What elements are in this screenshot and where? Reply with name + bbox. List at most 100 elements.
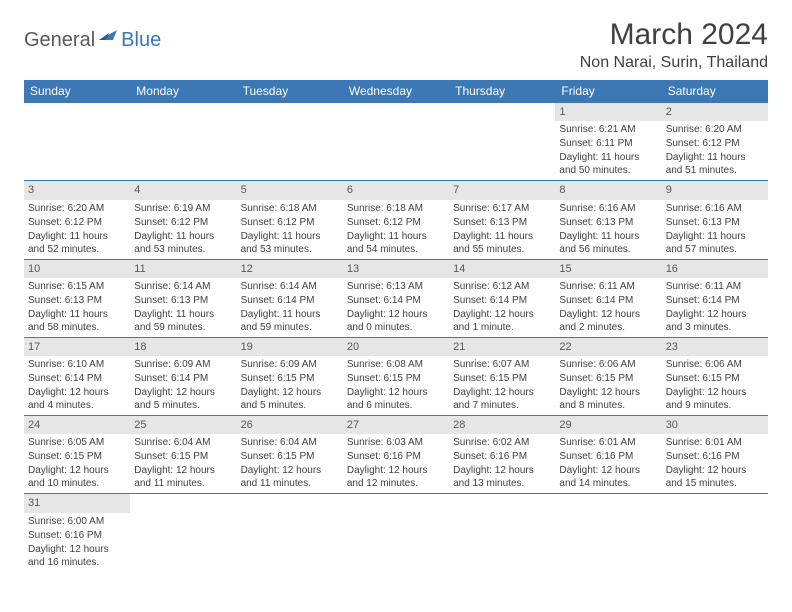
sunrise-text: Sunrise: 6:04 AM xyxy=(241,436,339,449)
location: Non Narai, Surin, Thailand xyxy=(580,54,768,72)
calendar-cell: 27Sunrise: 6:03 AMSunset: 6:16 PMDayligh… xyxy=(343,416,449,494)
logo: General Blue xyxy=(24,18,161,53)
sunset-text: Sunset: 6:13 PM xyxy=(134,294,232,307)
day-content: Sunrise: 6:14 AMSunset: 6:13 PMDaylight:… xyxy=(130,278,236,337)
calendar-row: 17Sunrise: 6:10 AMSunset: 6:14 PMDayligh… xyxy=(24,337,768,415)
day-number: 20 xyxy=(343,338,449,356)
calendar-cell: 17Sunrise: 6:10 AMSunset: 6:14 PMDayligh… xyxy=(24,337,130,415)
sunrise-text: Sunrise: 6:09 AM xyxy=(134,358,232,371)
day-number xyxy=(237,103,343,121)
calendar-row: 24Sunrise: 6:05 AMSunset: 6:15 PMDayligh… xyxy=(24,416,768,494)
daylight-text: Daylight: 12 hours and 0 minutes. xyxy=(347,308,445,334)
day-content: Sunrise: 6:16 AMSunset: 6:13 PMDaylight:… xyxy=(555,200,661,259)
logo-text-blue: Blue xyxy=(121,29,161,52)
day-number: 24 xyxy=(24,416,130,434)
calendar-cell: 7Sunrise: 6:17 AMSunset: 6:13 PMDaylight… xyxy=(449,181,555,259)
day-number: 31 xyxy=(24,494,130,512)
calendar-body: 1Sunrise: 6:21 AMSunset: 6:11 PMDaylight… xyxy=(24,103,768,572)
day-content: Sunrise: 6:01 AMSunset: 6:16 PMDaylight:… xyxy=(555,434,661,493)
day-number: 16 xyxy=(662,260,768,278)
weekday-header: Sunday xyxy=(24,80,130,103)
day-content: Sunrise: 6:11 AMSunset: 6:14 PMDaylight:… xyxy=(555,278,661,337)
sunset-text: Sunset: 6:14 PM xyxy=(134,372,232,385)
calendar-cell xyxy=(24,103,130,181)
day-content: Sunrise: 6:08 AMSunset: 6:15 PMDaylight:… xyxy=(343,356,449,415)
day-number xyxy=(130,103,236,121)
sunrise-text: Sunrise: 6:04 AM xyxy=(134,436,232,449)
title-block: March 2024 Non Narai, Surin, Thailand xyxy=(580,18,768,72)
daylight-text: Daylight: 12 hours and 5 minutes. xyxy=(241,386,339,412)
calendar-cell xyxy=(343,494,449,572)
calendar-cell: 31Sunrise: 6:00 AMSunset: 6:16 PMDayligh… xyxy=(24,494,130,572)
day-number: 22 xyxy=(555,338,661,356)
calendar-cell xyxy=(237,494,343,572)
sunrise-text: Sunrise: 6:12 AM xyxy=(453,280,551,293)
day-content: Sunrise: 6:10 AMSunset: 6:14 PMDaylight:… xyxy=(24,356,130,415)
day-number: 21 xyxy=(449,338,555,356)
sunset-text: Sunset: 6:16 PM xyxy=(559,450,657,463)
day-number: 2 xyxy=(662,103,768,121)
day-number: 5 xyxy=(237,181,343,199)
sunrise-text: Sunrise: 6:15 AM xyxy=(28,280,126,293)
daylight-text: Daylight: 12 hours and 5 minutes. xyxy=(134,386,232,412)
flag-icon xyxy=(99,28,119,47)
sunset-text: Sunset: 6:15 PM xyxy=(453,372,551,385)
calendar-cell: 2Sunrise: 6:20 AMSunset: 6:12 PMDaylight… xyxy=(662,103,768,181)
sunrise-text: Sunrise: 6:07 AM xyxy=(453,358,551,371)
day-number: 14 xyxy=(449,260,555,278)
sunset-text: Sunset: 6:14 PM xyxy=(666,294,764,307)
day-content: Sunrise: 6:05 AMSunset: 6:15 PMDaylight:… xyxy=(24,434,130,493)
day-number xyxy=(449,103,555,121)
weekday-header: Thursday xyxy=(449,80,555,103)
day-number: 28 xyxy=(449,416,555,434)
sunrise-text: Sunrise: 6:21 AM xyxy=(559,123,657,136)
calendar-cell xyxy=(237,103,343,181)
sunset-text: Sunset: 6:12 PM xyxy=(241,216,339,229)
day-content: Sunrise: 6:13 AMSunset: 6:14 PMDaylight:… xyxy=(343,278,449,337)
sunset-text: Sunset: 6:11 PM xyxy=(559,137,657,150)
sunrise-text: Sunrise: 6:01 AM xyxy=(559,436,657,449)
daylight-text: Daylight: 11 hours and 56 minutes. xyxy=(559,230,657,256)
day-number: 7 xyxy=(449,181,555,199)
day-number: 23 xyxy=(662,338,768,356)
sunrise-text: Sunrise: 6:01 AM xyxy=(666,436,764,449)
daylight-text: Daylight: 12 hours and 9 minutes. xyxy=(666,386,764,412)
sunrise-text: Sunrise: 6:05 AM xyxy=(28,436,126,449)
daylight-text: Daylight: 12 hours and 6 minutes. xyxy=(347,386,445,412)
calendar-cell: 18 Sunrise: 6:09 AMSunset: 6:14 PMDayligh… xyxy=(130,337,236,415)
day-content: Sunrise: 6:21 AMSunset: 6:11 PMDaylight:… xyxy=(555,121,661,180)
daylight-text: Daylight: 11 hours and 53 minutes. xyxy=(241,230,339,256)
weekday-header: Saturday xyxy=(662,80,768,103)
sunrise-text: Sunrise: 6:06 AM xyxy=(666,358,764,371)
calendar-cell xyxy=(449,494,555,572)
sunset-text: Sunset: 6:15 PM xyxy=(134,450,232,463)
calendar-cell: 24Sunrise: 6:05 AMSunset: 6:15 PMDayligh… xyxy=(24,416,130,494)
day-number: 15 xyxy=(555,260,661,278)
sunrise-text: Sunrise: 6:18 AM xyxy=(241,202,339,215)
sunrise-text: Sunrise: 6:03 AM xyxy=(347,436,445,449)
sunrise-text: Sunrise: 6:08 AM xyxy=(347,358,445,371)
day-number: 8 xyxy=(555,181,661,199)
sunset-text: Sunset: 6:16 PM xyxy=(666,450,764,463)
day-number: 19 xyxy=(237,338,343,356)
calendar-cell: 30Sunrise: 6:01 AMSunset: 6:16 PMDayligh… xyxy=(662,416,768,494)
daylight-text: Daylight: 12 hours and 13 minutes. xyxy=(453,464,551,490)
calendar-cell: 11Sunrise: 6:14 AMSunset: 6:13 PMDayligh… xyxy=(130,259,236,337)
calendar-cell: 6Sunrise: 6:18 AMSunset: 6:12 PMDaylight… xyxy=(343,181,449,259)
weekday-header: Tuesday xyxy=(237,80,343,103)
daylight-text: Daylight: 12 hours and 15 minutes. xyxy=(666,464,764,490)
day-number xyxy=(662,494,768,512)
sunrise-text: Sunrise: 6:06 AM xyxy=(559,358,657,371)
day-content: Sunrise: 6:16 AMSunset: 6:13 PMDaylight:… xyxy=(662,200,768,259)
calendar-cell: 1Sunrise: 6:21 AMSunset: 6:11 PMDaylight… xyxy=(555,103,661,181)
daylight-text: Daylight: 11 hours and 51 minutes. xyxy=(666,151,764,177)
calendar-cell: 9Sunrise: 6:16 AMSunset: 6:13 PMDaylight… xyxy=(662,181,768,259)
sunrise-text: Sunrise: 6:09 AM xyxy=(241,358,339,371)
day-number: 18 xyxy=(130,338,236,356)
sunrise-text: Sunrise: 6:11 AM xyxy=(559,280,657,293)
daylight-text: Daylight: 11 hours and 57 minutes. xyxy=(666,230,764,256)
day-number: 17 xyxy=(24,338,130,356)
calendar-cell xyxy=(130,494,236,572)
calendar-cell: 28Sunrise: 6:02 AMSunset: 6:16 PMDayligh… xyxy=(449,416,555,494)
calendar-cell: 21Sunrise: 6:07 AMSunset: 6:15 PMDayligh… xyxy=(449,337,555,415)
